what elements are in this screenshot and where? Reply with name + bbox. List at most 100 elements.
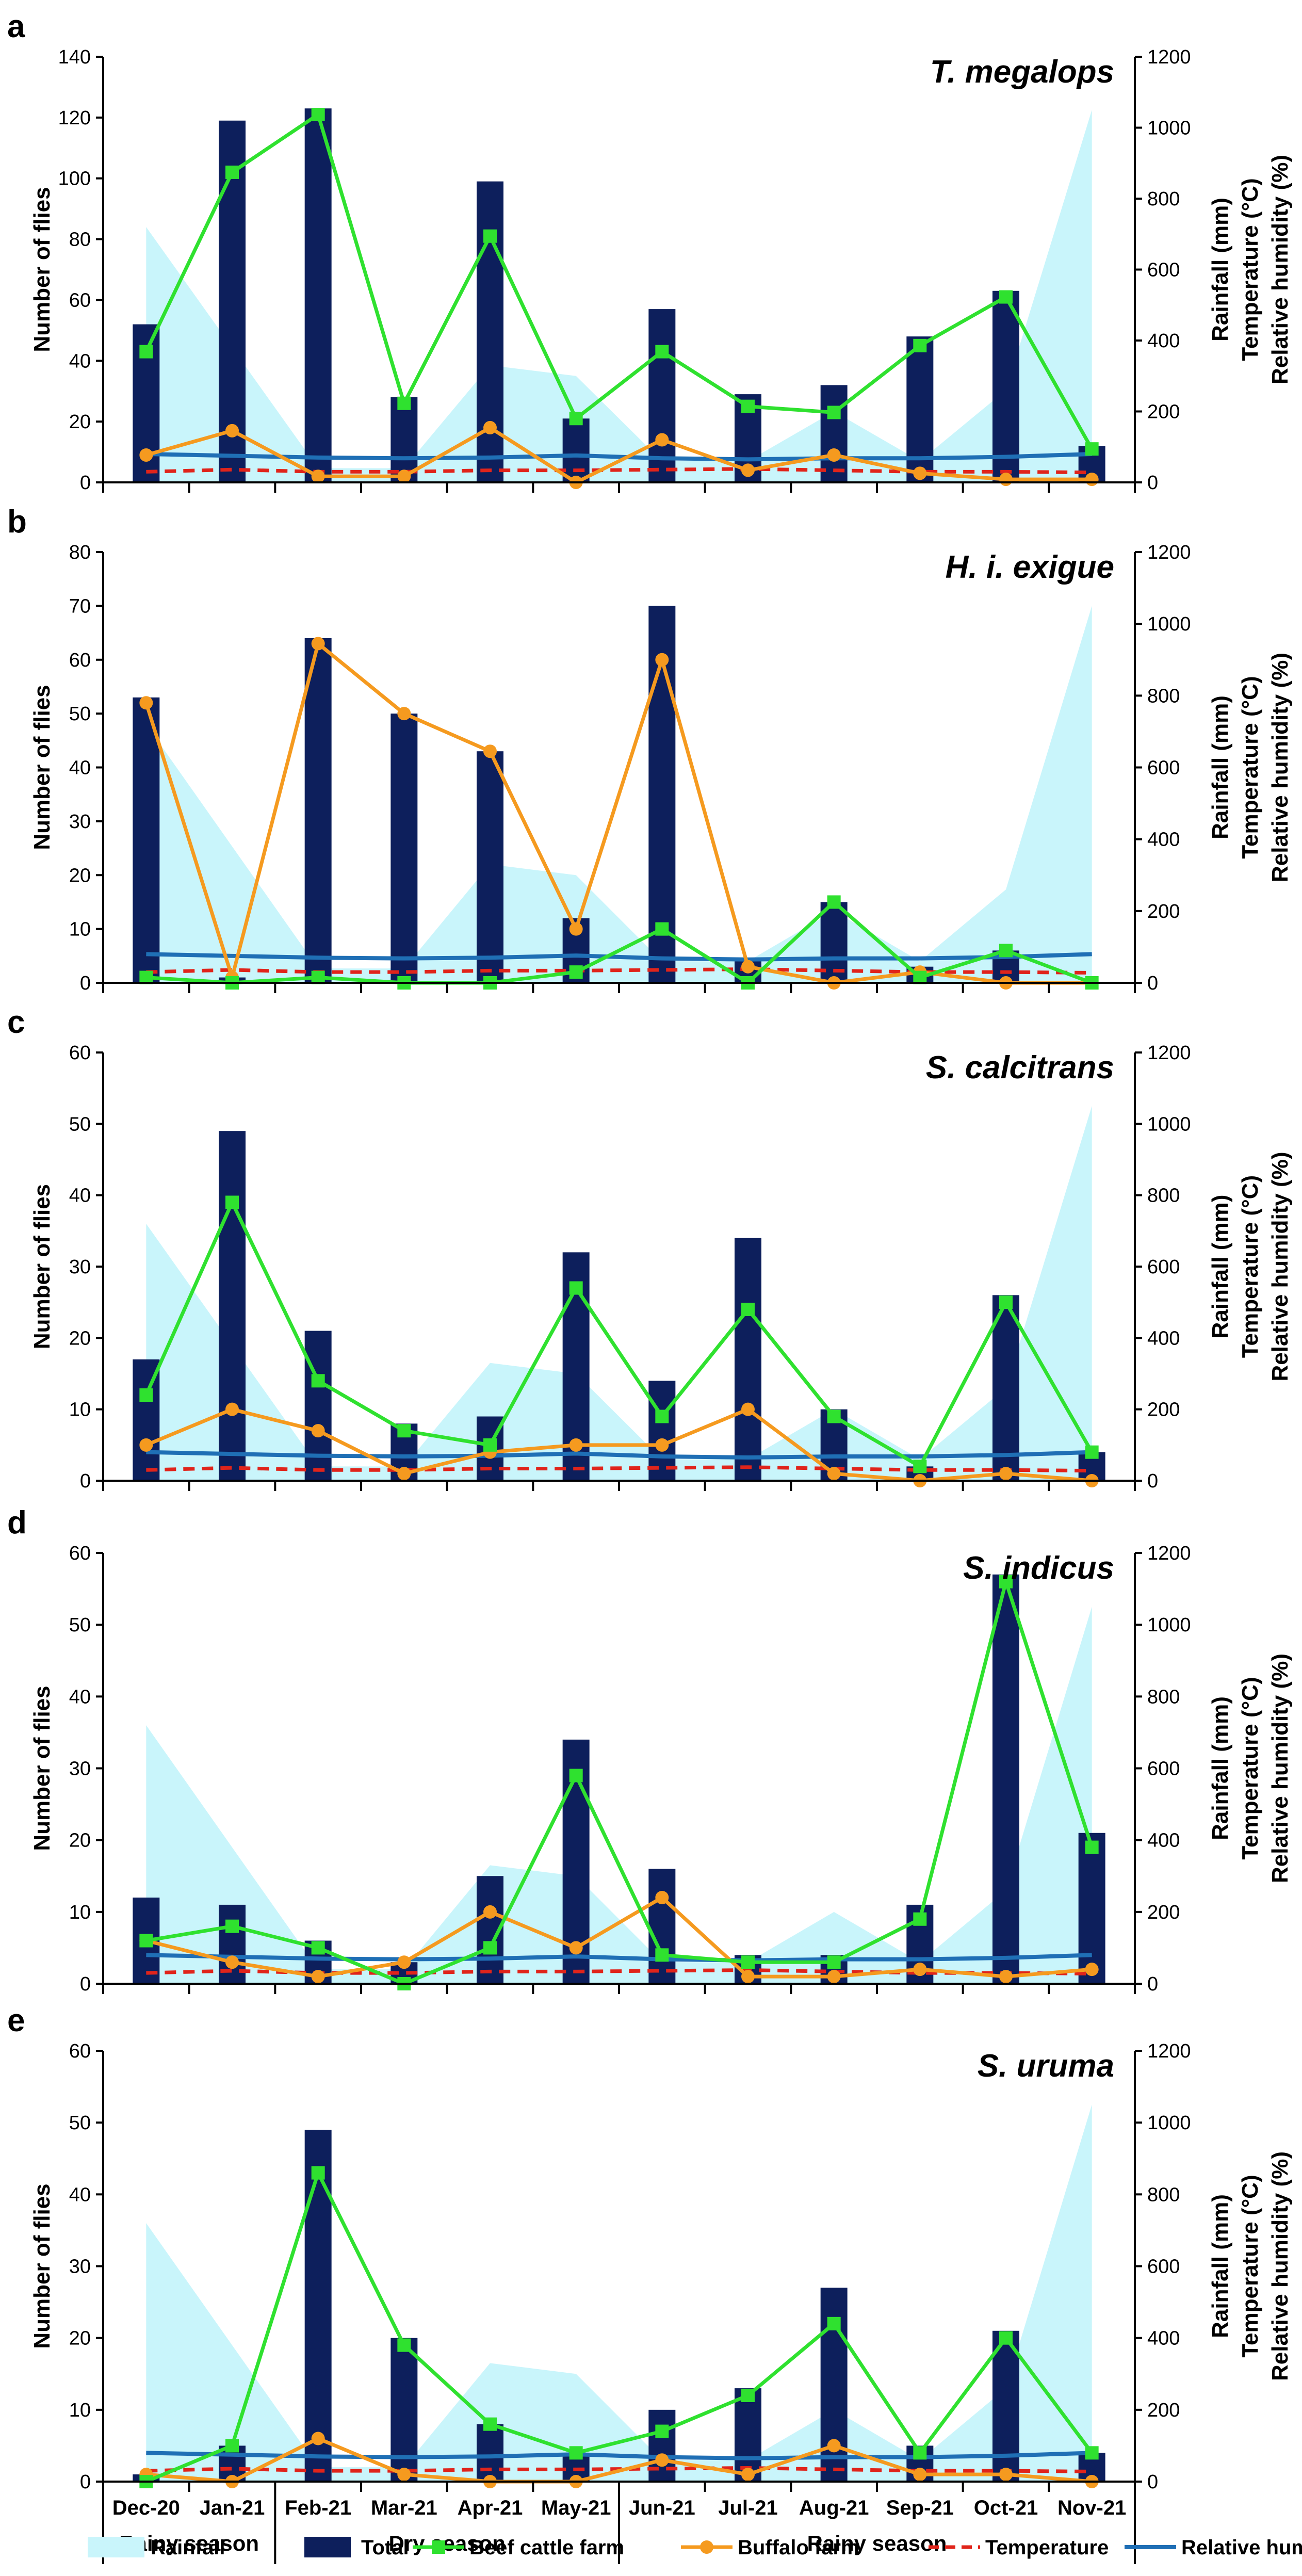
beef-point [483,2417,497,2431]
y2-tick-label: 200 [1147,1902,1180,1923]
buffalo-point [655,653,669,667]
beef-point [655,922,669,936]
buffalo-point [397,1955,411,1969]
y-tick-label: 0 [80,1973,91,1995]
y-tick-label: 40 [69,1686,91,1708]
right-axis-label: Rainfall (mm) [1208,198,1233,342]
month-label: Oct-21 [974,2497,1038,2519]
buffalo-point [397,707,411,721]
beef-point [397,396,411,410]
right-axis-label: Relative humidity (%) [1267,1152,1293,1382]
beef-line [144,1198,1094,1469]
right-axis-label: Temperature (°C) [1238,676,1263,858]
total-bar [648,1869,676,1984]
buffalo-point [311,1970,325,1984]
buffalo-point [913,1963,927,1976]
total-bar [1078,1833,1105,1984]
y2-tick-label: 600 [1147,2256,1180,2278]
total-bar [648,606,676,983]
beef-point [225,2439,239,2453]
y-tick-label: 20 [69,1327,91,1349]
beef-point [741,2389,755,2402]
y2-tick-label: 0 [1147,2471,1158,2493]
buffalo-point [741,960,755,974]
beef-point [483,229,497,243]
y-tick-label: 40 [69,2184,91,2206]
total-bar [820,2288,848,2482]
right-axis-label: Relative humidity (%) [1267,653,1293,882]
beef-point [827,2316,841,2330]
panel-letter: c [7,1005,25,1040]
month-label: Dec-20 [112,2497,180,2519]
total-bar [304,638,332,983]
beef-point [913,1912,927,1926]
y-tick-label: 20 [69,411,91,433]
y-tick-label: 80 [69,542,91,563]
beef-point [741,399,755,413]
total-bar [133,1359,160,1481]
buffalo-line [146,2436,1092,2484]
temperature-line [146,467,1092,475]
y2-tick-label: 800 [1147,188,1180,210]
left-axis-label: Number of flies [29,685,55,850]
y2-tick-label: 400 [1147,2328,1180,2350]
beef-point [827,895,841,909]
y-tick-label: 60 [69,2040,91,2062]
beef-point [139,345,153,359]
beef-point [1085,1445,1099,1459]
beef-point [913,2446,927,2460]
panel-letter: a [7,9,25,44]
beef-point [569,1281,583,1295]
right-axis-label: Temperature (°C) [1238,178,1263,361]
beef-point [999,1295,1013,1309]
buffalo-point [139,1438,153,1452]
humidity-line [146,1953,1092,1963]
beef-point [1085,2446,1099,2460]
y-tick-label: 10 [69,1902,91,1923]
total-bar [219,1131,246,1481]
buffalo-point [999,2468,1013,2482]
beef-point [397,2338,411,2352]
beef-point [913,338,927,352]
buffalo-point [655,1891,669,1904]
y2-tick-label: 1000 [1147,1614,1191,1636]
y2-tick-label: 1000 [1147,1113,1191,1135]
beef-point [913,1460,927,1473]
y-tick-label: 60 [69,650,91,671]
beef-point [827,1955,841,1969]
beef-point [999,944,1013,958]
buffalo-point [397,469,411,483]
y-tick-label: 50 [69,703,91,725]
humidity-line [146,2451,1092,2460]
legend-label-rainfall: Rainfall [151,2536,225,2559]
y-tick-label: 20 [69,865,91,886]
legend-label-total: Total [361,2536,409,2559]
total-bar [477,751,503,983]
y-tick-label: 40 [69,1185,91,1207]
y-tick-label: 30 [69,1256,91,1278]
buffalo-point [655,1438,669,1452]
y-tick-label: 20 [69,1830,91,1852]
y2-tick-label: 1200 [1147,1042,1191,1064]
y2-tick-label: 200 [1147,1399,1180,1421]
humidity-line [146,952,1092,962]
right-axis-label: Relative humidity (%) [1267,2151,1293,2381]
total-bar [477,2424,503,2482]
beef-point [569,2446,583,2460]
buffalo-point [827,1970,841,1984]
month-label: Nov-21 [1057,2497,1126,2519]
buffalo-line [145,1407,1092,1483]
y-tick-label: 50 [69,2112,91,2134]
legend-label-temperature: Temperature [985,2536,1109,2559]
buffalo-point [741,463,755,477]
rainfall-area [146,110,1092,482]
beef-point [741,1303,755,1316]
y2-tick-label: 600 [1147,757,1180,779]
buffalo-point [1085,473,1099,487]
legend-rainfall-swatch [88,2537,144,2557]
legend-label-buffalo: Buffalo farm [738,2536,859,2559]
beef-point [139,1934,153,1948]
y2-tick-label: 400 [1147,330,1180,352]
